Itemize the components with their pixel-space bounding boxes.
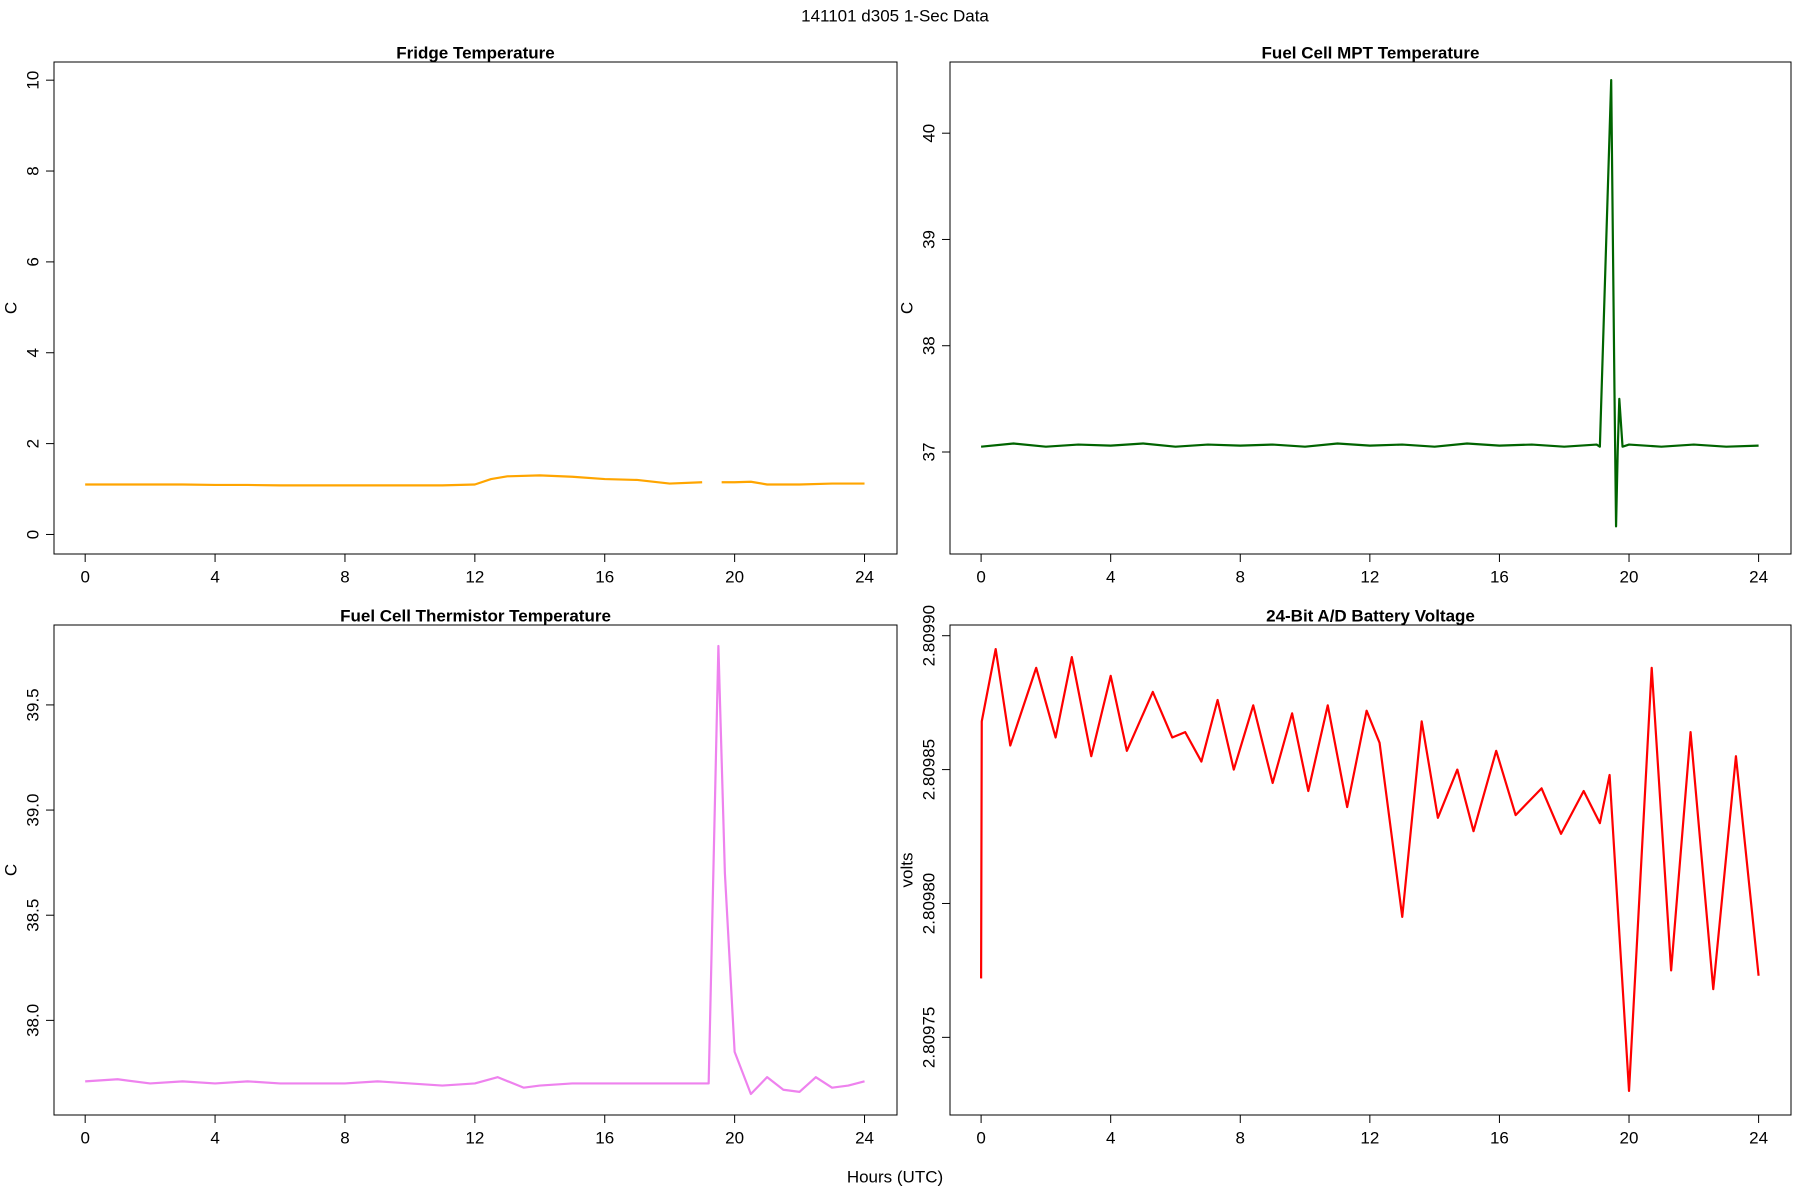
- y-tick-label: 38.5: [23, 899, 42, 932]
- x-tick-label: 8: [340, 1128, 349, 1147]
- x-tick-label: 24: [1749, 1128, 1768, 1147]
- y-tick-label: 2.80980: [919, 873, 938, 934]
- y-tick-label: 39.5: [23, 688, 42, 721]
- x-tick-label: 4: [210, 567, 219, 586]
- y-tick-label: 39: [919, 230, 938, 249]
- x-tick-label: 16: [595, 567, 614, 586]
- data-line: [85, 644, 865, 1096]
- figure-title: 141101 d305 1-Sec Data: [801, 6, 989, 25]
- x-tick-label: 20: [1620, 567, 1639, 586]
- y-tick-label: 2.80990: [919, 605, 938, 666]
- y-tick-label: 2: [23, 439, 42, 448]
- plot-frame: [53, 61, 898, 555]
- y-axis-label: C: [1, 302, 20, 314]
- y-tick-label: 8: [23, 166, 42, 175]
- y-tick-label: 6: [23, 257, 42, 266]
- x-tick-label: 8: [1236, 1128, 1245, 1147]
- y-tick-label: 10: [23, 71, 42, 90]
- y-tick-label: 0: [23, 530, 42, 539]
- x-tick-label: 12: [465, 1128, 484, 1147]
- x-tick-label: 4: [1106, 567, 1115, 586]
- x-tick-label: 0: [976, 567, 985, 586]
- x-tick-label: 4: [1106, 1128, 1115, 1147]
- x-tick-label: 0: [976, 1128, 985, 1147]
- x-tick-label: 0: [80, 1128, 89, 1147]
- x-tick-label: 12: [465, 567, 484, 586]
- y-tick-label: 39.0: [23, 794, 42, 827]
- y-tick-label: 4: [23, 348, 42, 357]
- panel-title: Fuel Cell MPT Temperature: [1262, 43, 1480, 62]
- y-axis-label: C: [1, 864, 20, 876]
- y-tick-label: 38.0: [23, 1004, 42, 1037]
- x-tick-label: 0: [80, 567, 89, 586]
- data-line: [980, 648, 1760, 1092]
- x-tick-label: 4: [210, 1128, 219, 1147]
- plot-frame: [949, 61, 1792, 555]
- y-axis-label: C: [897, 302, 916, 314]
- x-tick-label: 24: [1749, 567, 1768, 586]
- x-tick-label: 20: [725, 567, 744, 586]
- data-line: [980, 78, 1759, 528]
- panel-title: 24-Bit A/D Battery Voltage: [1266, 606, 1475, 625]
- x-tick-label: 16: [1490, 567, 1509, 586]
- x-tick-label: 24: [855, 567, 874, 586]
- x-tick-label: 16: [1490, 1128, 1509, 1147]
- y-axis-label: volts: [897, 853, 916, 888]
- y-tick-label: 40: [919, 124, 938, 143]
- data-line: [85, 474, 865, 487]
- x-tick-label: 24: [855, 1128, 874, 1147]
- y-tick-label: 2.80975: [919, 1007, 938, 1068]
- x-tick-label: 8: [340, 567, 349, 586]
- x-tick-label: 12: [1360, 1128, 1379, 1147]
- x-tick-label: 20: [725, 1128, 744, 1147]
- y-tick-label: 38: [919, 336, 938, 355]
- x-tick-label: 12: [1360, 567, 1379, 586]
- y-tick-label: 2.80985: [919, 739, 938, 800]
- y-tick-label: 37: [919, 443, 938, 462]
- x-tick-label: 16: [595, 1128, 614, 1147]
- panel-title: Fridge Temperature: [396, 43, 554, 62]
- x-axis-label: Hours (UTC): [847, 1167, 943, 1186]
- x-tick-label: 20: [1620, 1128, 1639, 1147]
- plot-frame: [53, 624, 898, 1116]
- panel-title: Fuel Cell Thermistor Temperature: [340, 606, 611, 625]
- x-tick-label: 8: [1236, 567, 1245, 586]
- plot-frame: [949, 624, 1792, 1116]
